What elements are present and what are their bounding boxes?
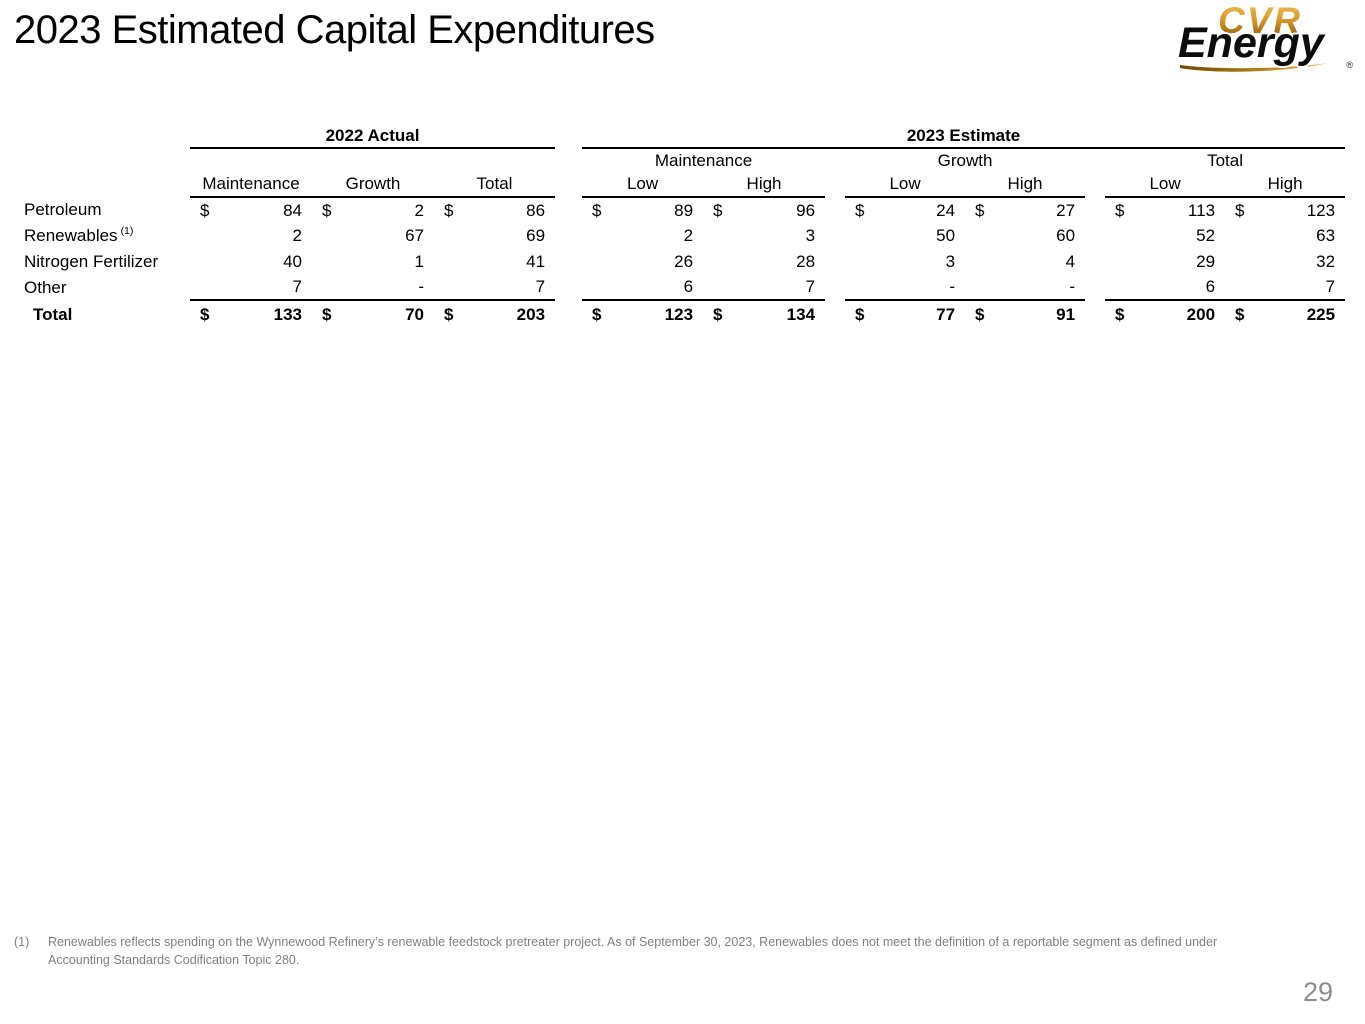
table-row-petroleum: Petroleum $84 $2 $86 $89 $96 $24 $27 $11…: [24, 197, 1345, 223]
logo-cvr-text: CVR: [1218, 0, 1303, 41]
col-header-2022-growth: Growth: [312, 172, 434, 198]
footnote-ref: (1): [120, 225, 134, 238]
row-label: Nitrogen Fertilizer: [24, 252, 159, 271]
registered-trademark: ®: [1346, 60, 1353, 70]
col-header-maintenance-low: Low: [582, 172, 704, 198]
group-header-growth: Growth: [937, 150, 993, 170]
row-label: Petroleum: [24, 200, 102, 219]
capex-table: 2022 Actual 2023 Estimate Maintenance Gr…: [24, 124, 1346, 329]
section-header-row: 2022 Actual 2023 Estimate: [24, 124, 1346, 149]
row-label: Renewables (1): [24, 225, 134, 245]
cvr-energy-logo: CVR Energy ®: [1178, 0, 1353, 75]
col-header-total-low: Low: [1105, 172, 1226, 198]
col-header-maintenance-high: High: [703, 172, 826, 198]
table-row-total: Total $133 $70 $203 $123 $134 $77 $91 $2…: [24, 300, 1345, 329]
section-header-2023-estimate: 2023 Estimate: [582, 124, 1346, 149]
footnote-text: Renewables reflects spending on the Wynn…: [48, 935, 1218, 967]
row-label: Other: [24, 277, 67, 297]
col-header-growth-high: High: [965, 172, 1086, 198]
table-row-nitrogen-fertilizer: Nitrogen Fertilizer 40 1 41 26 28 3 4 29…: [24, 249, 1345, 275]
footnote-marker: (1): [14, 935, 30, 949]
table-row-other: Other 7 - 7 6 7 - - 6 7: [24, 275, 1346, 301]
col-header-2022-maintenance: Maintenance: [190, 172, 312, 198]
page-number: 29: [1302, 977, 1333, 1007]
col-header-growth-low: Low: [845, 172, 966, 198]
table-row-renewables: Renewables (1) 2 67 69 2 3 50 60 52 63: [24, 223, 1345, 249]
logo-swoosh-icon: [1180, 63, 1328, 72]
section-header-2022-actual: 2022 Actual: [190, 124, 556, 149]
footnote: (1) Renewables reflects spending on the …: [14, 933, 1278, 969]
group-header-row: Maintenance Growth Total: [24, 148, 1345, 172]
row-label: Total: [33, 304, 73, 324]
group-header-maintenance: Maintenance: [654, 150, 753, 170]
col-header-total-high: High: [1225, 172, 1346, 198]
col-header-2022-total: Total: [434, 172, 556, 198]
column-header-row: Maintenance Growth Total Low High Low Hi…: [24, 172, 1346, 198]
page-title: 2023 Estimated Capital Expenditures: [14, 8, 655, 52]
group-header-total: Total: [1207, 150, 1243, 170]
logo-energy-text: Energy: [1178, 19, 1324, 67]
